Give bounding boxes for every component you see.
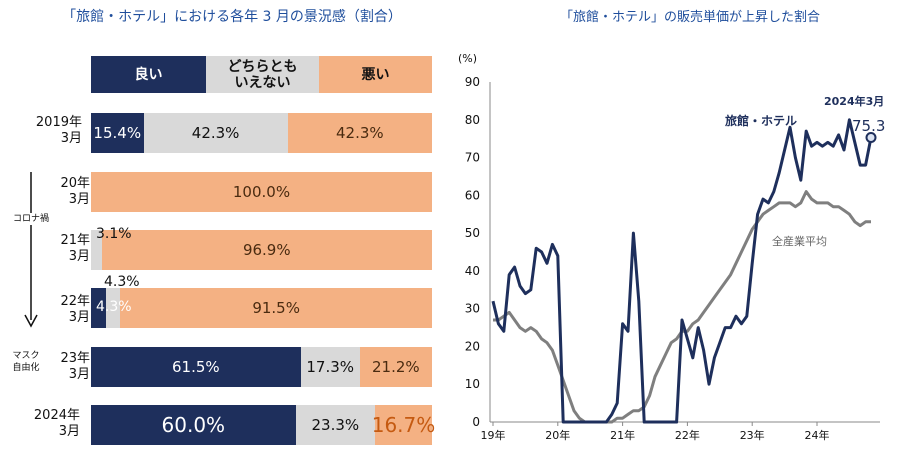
left-chart-title: 「旅館・ホテル」における各年 3 月の景況感（割合） [62,9,402,25]
bar-legend: 良い どちらとも いえない 悪い [91,56,432,93]
legend-neutral: どちらとも いえない [206,56,319,93]
bar-segment-bad: 91.5% [120,288,432,328]
y-tick-label: 0 [472,415,480,429]
y-tick-label: 60 [465,188,480,202]
bar-segment-good: 61.5% [91,347,301,387]
bar-segment-neutral [105,288,121,328]
bar-segment-good: 15.4% [91,113,144,153]
x-tick-label: 22年 [675,428,700,442]
right-chart-title: 「旅館・ホテル」の販売単価が上昇した割合 [559,10,820,25]
y-axis-unit: (%) [458,52,477,65]
bar-segment-bad: 42.3% [287,113,432,153]
bar-segment-good: 60.0% [91,405,296,445]
bar-2022: 91.5% [91,288,432,328]
bar-segment-neutral [91,230,102,270]
y-axis-ticks: 0 10 20 30 40 50 60 70 80 90 [465,75,480,429]
y-tick-label: 40 [465,264,480,278]
bar-2019: 15.4% 42.3% 42.3% [91,113,432,153]
y-tick-label: 20 [465,339,480,353]
line-chart: (%) 0 10 20 30 40 50 60 70 80 90 19年 20年 21年 22年 23年 2… [458,52,885,442]
annotation-value: 75.3 [852,117,885,135]
bar-segment-bad: 100.0% [91,172,432,212]
bar-2021: 96.9% [91,230,432,270]
y-tick-label: 80 [465,113,480,127]
x-tick-label: 19年 [481,428,506,442]
row-label-2020: 20年 3月 [60,176,90,207]
y-tick-label: 30 [465,302,480,316]
x-axis-ticks: 19年 20年 21年 22年 23年 24年 [481,422,830,442]
y-tick-label: 50 [465,226,480,240]
label-2022-neutral: 4.3% [96,299,132,315]
y-tick-label: 70 [465,151,480,165]
bar-segment-bad: 21.2% [359,347,432,387]
row-label-2024: 2024年 3月 [33,408,80,439]
covid-note: コロナ禍 [4,213,58,225]
legend-bad: 悪い [319,56,432,93]
series-label-hotel: 旅館・ホテル [725,113,797,128]
bar-segment-bad: 16.7% [372,405,435,445]
normalization-note: マスク 自由化 [12,351,40,373]
series-line-hotel [491,118,873,424]
annotation-date: 2024年3月 [824,94,884,108]
bar-2024: 60.0% 23.3% 16.7% [91,405,435,445]
bar-segment-bad: 96.9% [101,230,432,270]
row-label-2023: 23年 3月 [60,351,90,382]
x-tick-label: 21年 [610,428,635,442]
legend-good: 良い [91,56,206,93]
label-2022-good: 4.3% [104,274,140,290]
bar-2020: 100.0% [91,172,432,212]
y-tick-label: 90 [465,75,480,89]
row-label-2021: 21年 3月 [60,233,90,264]
x-tick-label: 24年 [805,428,830,442]
series-line-all-industry [493,190,871,424]
bar-segment-neutral: 42.3% [143,113,288,153]
y-tick-label: 10 [465,377,480,391]
bar-segment-neutral: 17.3% [300,347,360,387]
row-label-2022: 22年 3月 [60,294,90,325]
latest-point-marker [865,132,877,144]
series-layer [491,118,877,424]
bar-segment-good [91,288,106,328]
row-label-2019: 2019年 3月 [35,115,82,146]
label-2021-neutral: 3.1% [96,226,132,242]
x-tick-label: 23年 [740,428,765,442]
bar-2023: 61.5% 17.3% 21.2% [91,347,432,387]
series-label-all: 全産業平均 [772,234,827,248]
x-tick-label: 20年 [545,428,570,442]
bar-segment-neutral: 23.3% [295,405,376,445]
covid-period-arrow [24,172,38,328]
